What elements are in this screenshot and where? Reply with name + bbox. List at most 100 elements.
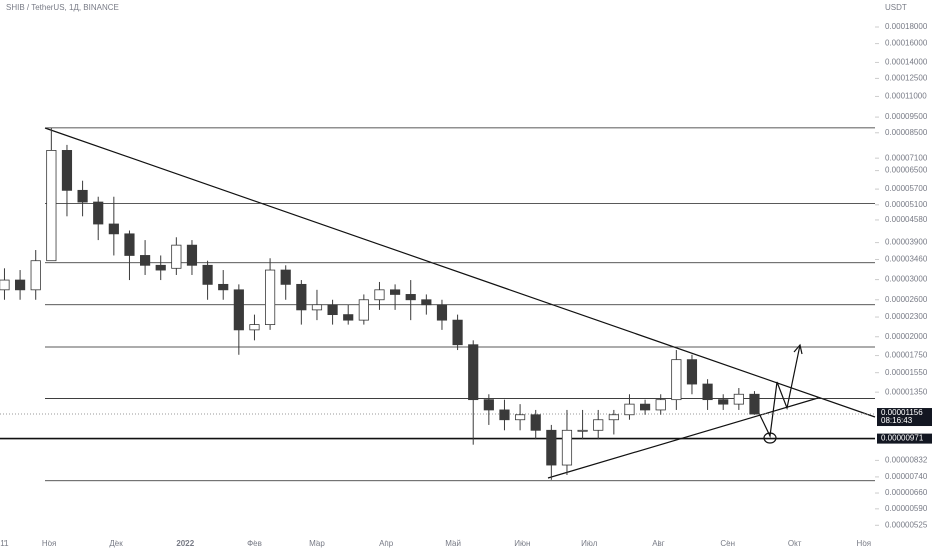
y-tick-label: 0.00005700 — [885, 184, 928, 193]
y-tick-label: 0.00006500 — [885, 166, 928, 175]
countdown-label: 08:16:43 — [881, 416, 913, 425]
candle-body — [468, 344, 479, 401]
candle-body — [655, 399, 666, 411]
candle-body — [233, 289, 244, 331]
candle-body — [140, 255, 151, 266]
y-tick-label: 0.00016000 — [885, 39, 928, 48]
candle-body — [390, 289, 401, 295]
candle-body — [265, 269, 276, 325]
y-tick-label: 0.00002300 — [885, 312, 928, 321]
y-tick-label: 0.00014000 — [885, 58, 928, 67]
candle-body — [218, 283, 229, 291]
drawings — [44, 127, 876, 479]
candle-body — [15, 279, 26, 291]
candle-body — [686, 359, 698, 385]
y-tick-label: 0.00000590 — [885, 504, 928, 513]
y-tick-label: 0.00001750 — [885, 351, 928, 360]
y-tick-label: 0.00005100 — [885, 200, 928, 209]
y-tick-label: 0.00002600 — [885, 295, 928, 304]
candle-body — [77, 189, 88, 203]
candle-body — [733, 393, 744, 405]
candle-body — [61, 150, 73, 191]
candle-body — [405, 294, 416, 301]
candle-body — [499, 409, 510, 421]
alert-level-label: 0.00000971 — [881, 434, 924, 443]
x-tick-label: Май — [445, 539, 461, 548]
projection-path — [755, 344, 801, 439]
x-tick-label: Мар — [309, 539, 325, 548]
candle-body — [280, 269, 291, 285]
candle-body — [515, 414, 526, 421]
candle-body — [640, 403, 651, 411]
last-price-label: 0.00001156 — [881, 408, 923, 417]
candle-body — [718, 399, 729, 405]
x-tick-label: Авг — [652, 539, 665, 548]
arrow-head — [793, 343, 803, 355]
y-tick-label: 0.00000740 — [885, 472, 928, 481]
candle-body — [93, 201, 104, 225]
candle-body — [436, 304, 448, 321]
y-tick-label: 0.00009500 — [885, 112, 928, 121]
y-tick-label: 0.00003460 — [885, 255, 928, 264]
y-tick-label: 0.00008500 — [885, 128, 928, 137]
alert-level-box — [877, 433, 932, 444]
candle-body — [358, 299, 369, 321]
candle-body — [0, 279, 10, 291]
x-tick-label: Июл — [581, 539, 598, 548]
y-tick-label: 0.00007100 — [885, 153, 928, 162]
candle-body — [108, 223, 119, 235]
y-axis-label: USDT — [885, 3, 907, 12]
y-tick-label: 0.00012500 — [885, 74, 928, 83]
y-tick-label: 0.00000832 — [885, 455, 928, 464]
last-price-box — [877, 408, 932, 427]
candle-body — [624, 403, 635, 416]
y-tick-label: 0.00000525 — [885, 520, 928, 529]
y-tick-label: 0.00000660 — [885, 488, 928, 497]
candle-body — [124, 233, 135, 256]
candle-body — [374, 289, 385, 301]
candle-body — [311, 304, 323, 311]
candle-body — [749, 393, 760, 415]
y-tick-label: 0.00004580 — [885, 215, 928, 224]
x-tick-label: Окт — [788, 539, 802, 548]
x-tick-label: Апр — [379, 539, 394, 548]
candle-body — [30, 260, 41, 291]
y-tick-label: 0.00001550 — [885, 368, 928, 377]
x-tick-label: 11 — [0, 539, 9, 548]
candle-body — [46, 150, 57, 262]
y-tick-label: 0.00003900 — [885, 238, 928, 247]
candle-body — [702, 383, 713, 401]
candle-body — [296, 283, 307, 311]
candle-body — [608, 414, 619, 421]
candle-body — [249, 324, 260, 331]
x-tick-label: Ноя — [857, 539, 872, 548]
y-tick-label: 0.00018000 — [885, 22, 928, 31]
candle-body — [577, 429, 588, 432]
candle-body — [343, 314, 354, 321]
y-tick-label: 0.00011000 — [885, 92, 927, 101]
x-tick-label: Июн — [514, 539, 530, 548]
x-tick-label: 2022 — [176, 539, 194, 548]
candle-body — [671, 359, 682, 401]
y-tick-label: 0.00001350 — [885, 387, 928, 396]
candle-body — [155, 264, 166, 271]
candle-body — [202, 264, 213, 285]
candle-body — [171, 244, 182, 269]
candle-body — [561, 429, 573, 466]
candle-body — [593, 419, 604, 431]
candle-body — [530, 414, 541, 431]
candle-body — [421, 299, 432, 306]
y-tick-label: 0.00002000 — [885, 332, 928, 341]
candle-body — [452, 319, 463, 346]
trend-line — [44, 127, 876, 418]
x-tick-label: Фев — [247, 539, 262, 548]
candle-body — [546, 429, 557, 466]
chart-title: SHIB / TetherUS, 1Д, BINANCE — [6, 3, 119, 12]
candle-body — [327, 304, 338, 316]
y-tick-label: 0.00003000 — [885, 275, 928, 284]
x-tick-label: Дек — [109, 539, 123, 548]
x-tick-label: Сен — [720, 539, 735, 548]
x-tick-label: Ноя — [42, 539, 57, 548]
candle-body — [186, 244, 198, 266]
